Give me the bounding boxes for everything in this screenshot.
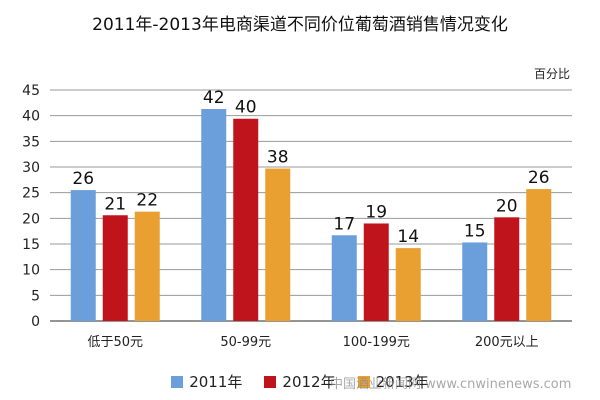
x-tick-label: 100-199元 — [343, 335, 410, 350]
x-tick-label: 50-99元 — [220, 335, 271, 350]
legend-label: 2012年 — [282, 373, 336, 391]
bar-2013年-200元以上 — [526, 189, 552, 321]
legend-swatch — [357, 375, 370, 388]
bar-2012年-50-99元 — [233, 118, 259, 321]
x-tick-label: 200元以上 — [475, 335, 539, 350]
y-tick-label: 15 — [22, 237, 40, 253]
legend-swatch — [264, 375, 277, 388]
data-label: 26 — [528, 168, 550, 188]
y-tick-label: 45 — [22, 83, 40, 99]
y-tick-label: 35 — [22, 134, 40, 150]
y-tick-label: 0 — [31, 314, 40, 330]
legend-label: 2011年 — [189, 373, 243, 391]
y-tick-label: 40 — [22, 109, 40, 125]
bar-2013年-低于50元 — [134, 211, 160, 321]
legend-item: 2013年 — [357, 371, 429, 392]
bar-2011年-低于50元 — [70, 190, 96, 321]
watermark: 中国酒业新闻网 www.cnwinenews.com — [330, 377, 572, 392]
chart-title: 2011年-2013年电商渠道不同价位葡萄酒销售情况变化 — [92, 15, 508, 35]
x-tick-label: 低于50元 — [87, 335, 143, 350]
y-tick-label: 30 — [22, 160, 40, 176]
data-label: 17 — [333, 214, 355, 234]
legend-label: 2013年 — [375, 373, 429, 391]
y-tick-label: 10 — [22, 263, 40, 279]
data-label: 26 — [72, 169, 94, 189]
y-tick-label: 25 — [22, 186, 40, 202]
legend: 2011年 2012年 2013年 — [0, 371, 600, 392]
bar-2011年-200元以上 — [462, 242, 488, 321]
bar-2013年-100-199元 — [395, 248, 421, 321]
y-tick-label: 20 — [22, 211, 40, 227]
bar-2012年-200元以上 — [494, 217, 520, 321]
bar-2012年-低于50元 — [102, 215, 128, 321]
data-label: 40 — [235, 98, 257, 118]
legend-item: 2012年 — [264, 371, 336, 392]
bar-2011年-50-99元 — [201, 108, 227, 321]
data-label: 42 — [203, 88, 225, 108]
bar-2013年-50-99元 — [265, 168, 291, 321]
data-label: 21 — [104, 194, 126, 214]
legend-item: 2011年 — [171, 371, 242, 392]
legend-swatch — [171, 375, 184, 388]
data-label: 15 — [464, 221, 486, 241]
bar-2012年-100-199元 — [363, 223, 389, 321]
y-tick-label: 5 — [31, 288, 40, 304]
data-label: 22 — [136, 191, 158, 211]
data-label: 14 — [397, 227, 419, 247]
unit-label: 百分比 — [534, 67, 570, 81]
bar-2011年-100-199元 — [331, 235, 357, 321]
data-label: 19 — [365, 202, 387, 222]
data-label: 38 — [267, 148, 289, 168]
data-label: 20 — [496, 196, 518, 216]
